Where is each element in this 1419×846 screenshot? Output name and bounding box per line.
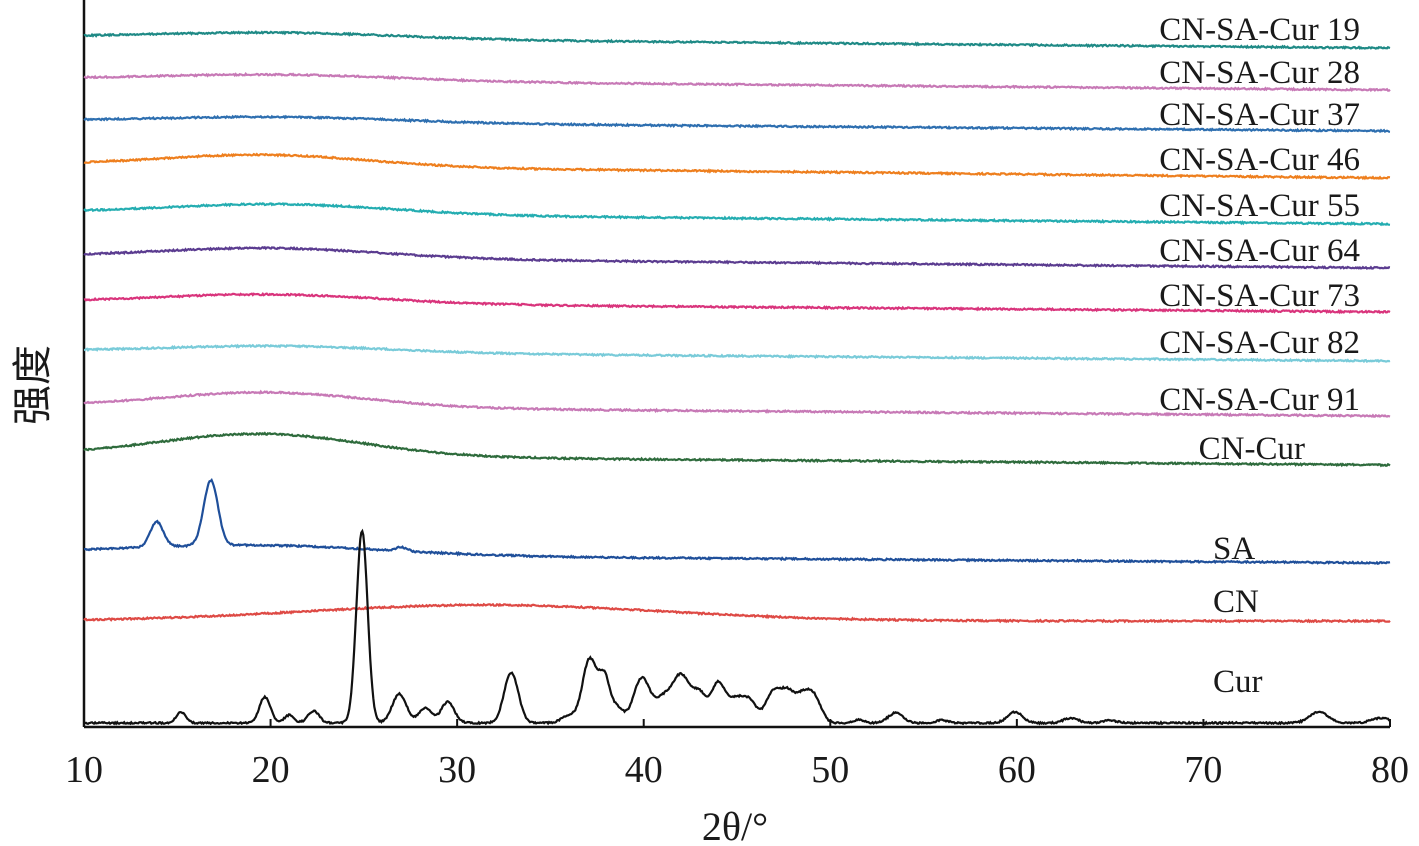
- x-tick-label: 70: [1184, 749, 1222, 791]
- series-line-sa: [83, 477, 1391, 565]
- series-label: CN: [1213, 584, 1259, 620]
- series-label: CN-SA-Cur 19: [1159, 12, 1360, 48]
- series-line-cn-sa-cur-19: [83, 30, 1391, 51]
- x-tick-label: 30: [438, 749, 476, 791]
- series-line-cn-sa-cur-28: [83, 72, 1391, 93]
- x-ticks: 10 20 30 40 50 60 70 80: [65, 719, 1409, 791]
- x-tick-label: 20: [252, 749, 290, 791]
- x-tick-label: 80: [1371, 749, 1409, 791]
- axes: [82, 0, 1390, 729]
- series-line-cn-sa-cur-55: [83, 202, 1391, 227]
- x-tick-label: 60: [998, 749, 1036, 791]
- series-label: CN-SA-Cur 73: [1159, 278, 1360, 314]
- series-label: CN-SA-Cur 55: [1159, 188, 1360, 224]
- series-label: CN-Cur: [1199, 431, 1305, 467]
- series-line-cn: [83, 602, 1391, 624]
- series-labels: CN-SA-Cur 19 CN-SA-Cur 28 CN-SA-Cur 37 CN-S…: [1159, 12, 1360, 700]
- x-tick-label: 10: [65, 749, 103, 791]
- series-label: SA: [1213, 531, 1255, 567]
- series-line-cur: [83, 528, 1391, 726]
- series-line-cn-cur: [83, 431, 1391, 468]
- series-label: CN-SA-Cur 28: [1159, 55, 1360, 91]
- series-label: CN-SA-Cur 46: [1159, 142, 1360, 178]
- series-line-cn-sa-cur-64: [83, 245, 1391, 270]
- series-line-cn-sa-cur-91: [83, 389, 1391, 419]
- x-axis-title: 2θ/°: [702, 804, 768, 846]
- series-line-cn-sa-cur-73: [83, 291, 1391, 315]
- series-line-cn-sa-cur-37: [83, 114, 1391, 134]
- series-label: CN-SA-Cur 91: [1159, 382, 1360, 418]
- series-lines: [83, 30, 1391, 726]
- y-axis-title: 强度: [10, 345, 55, 425]
- series-label: Cur: [1213, 664, 1263, 700]
- x-tick-label: 40: [625, 749, 663, 791]
- series-label: CN-SA-Cur 37: [1159, 97, 1360, 133]
- series-label: CN-SA-Cur 64: [1159, 233, 1360, 269]
- x-tick-label: 50: [811, 749, 849, 791]
- series-label: CN-SA-Cur 82: [1159, 325, 1360, 361]
- series-line-cn-sa-cur-46: [83, 152, 1391, 181]
- series-line-cn-sa-cur-82: [83, 343, 1391, 364]
